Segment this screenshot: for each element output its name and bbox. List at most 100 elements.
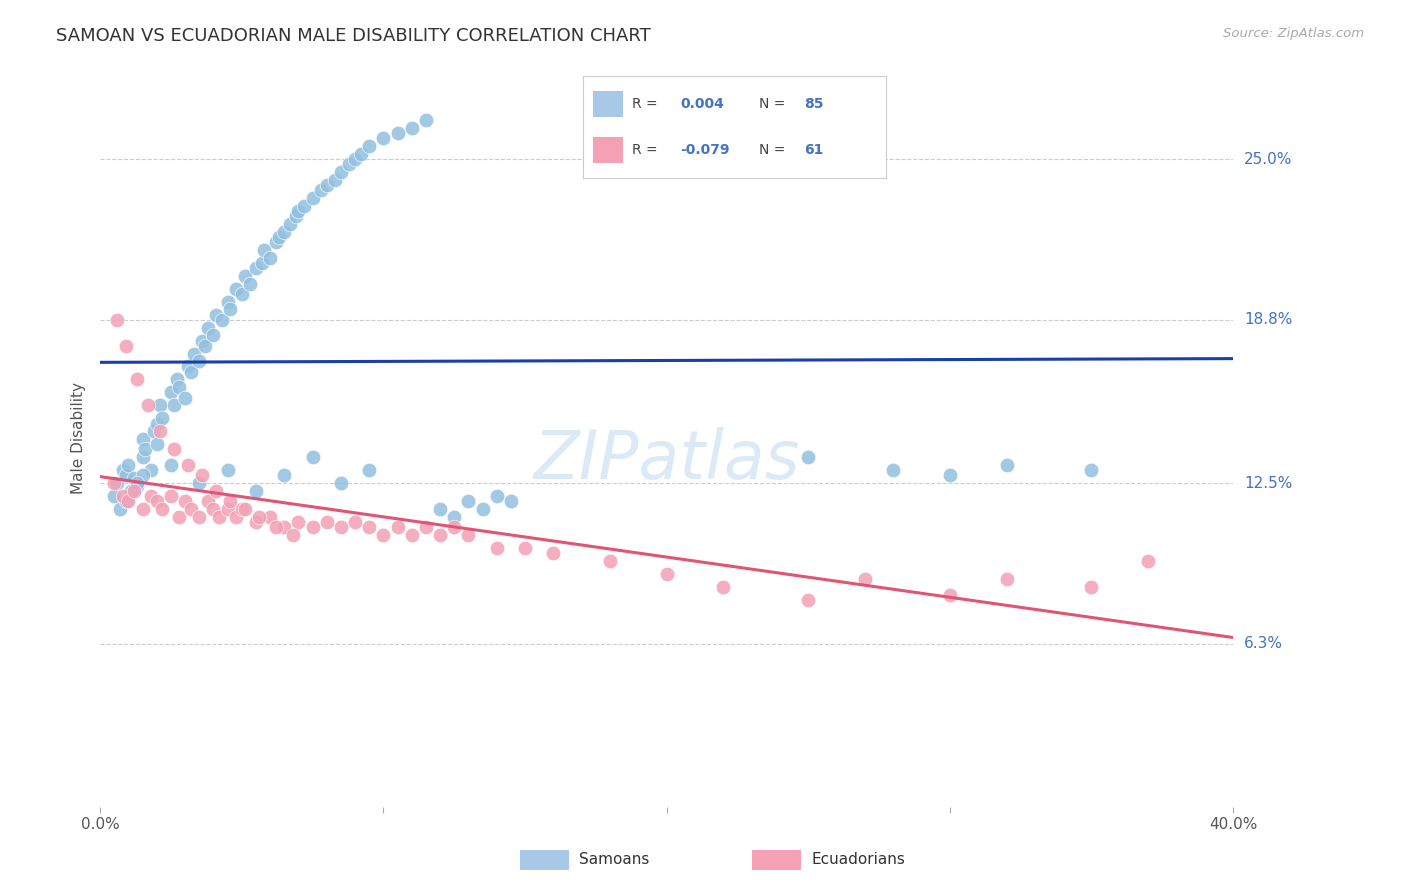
Point [188, 476, 211, 491]
Point [146, 437, 169, 451]
Point [513, 541, 536, 555]
Point [117, 458, 139, 472]
Point [457, 528, 479, 542]
Point [443, 520, 465, 534]
Point [309, 183, 332, 197]
Point [278, 217, 301, 231]
Point [142, 424, 165, 438]
Point [160, 458, 183, 472]
Text: Ecuadorians: Ecuadorians [811, 853, 905, 867]
Point [1080, 463, 1102, 477]
Point [939, 587, 962, 601]
Point [146, 494, 169, 508]
Point [131, 468, 153, 483]
Point [205, 483, 228, 498]
Point [205, 308, 228, 322]
Text: ZIPatlas: ZIPatlas [533, 427, 800, 493]
Point [247, 509, 270, 524]
Point [219, 302, 242, 317]
Point [233, 268, 256, 283]
Point [797, 592, 820, 607]
Point [373, 528, 395, 542]
Point [231, 287, 253, 301]
Point [315, 178, 337, 193]
Point [169, 380, 191, 394]
Point [225, 282, 247, 296]
Point [125, 478, 148, 492]
Point [202, 502, 225, 516]
Point [359, 139, 381, 153]
Point [599, 554, 621, 568]
Point [329, 520, 352, 534]
Point [174, 494, 197, 508]
Point [152, 411, 174, 425]
Point [111, 463, 134, 477]
Bar [592, 137, 623, 163]
Point [166, 372, 188, 386]
Point [259, 251, 281, 265]
Point [471, 502, 494, 516]
Point [160, 385, 183, 400]
Text: 6.3%: 6.3% [1244, 636, 1284, 651]
Point [146, 417, 169, 431]
Point [485, 541, 508, 555]
Point [415, 113, 437, 128]
Point [401, 121, 423, 136]
Point [281, 528, 304, 542]
Text: 12.5%: 12.5% [1244, 475, 1292, 491]
Point [197, 494, 219, 508]
Point [191, 468, 214, 483]
Point [233, 502, 256, 516]
Point [122, 471, 145, 485]
Point [359, 463, 381, 477]
Point [139, 489, 162, 503]
Point [301, 450, 323, 465]
Point [995, 458, 1018, 472]
Point [655, 566, 678, 581]
Point [163, 442, 186, 457]
Point [245, 260, 267, 275]
Point [117, 494, 139, 508]
Point [160, 489, 183, 503]
Point [245, 515, 267, 529]
Point [174, 391, 197, 405]
Point [105, 313, 128, 327]
Text: -0.079: -0.079 [681, 144, 730, 157]
Point [103, 489, 125, 503]
Point [387, 126, 409, 140]
Point [152, 502, 174, 516]
Point [337, 157, 360, 171]
Point [939, 468, 962, 483]
Point [415, 520, 437, 534]
Point [259, 509, 281, 524]
Point [273, 468, 295, 483]
Text: Samoans: Samoans [579, 853, 650, 867]
Point [131, 450, 153, 465]
Point [359, 520, 381, 534]
Point [217, 294, 239, 309]
Point [499, 494, 522, 508]
Point [264, 235, 287, 249]
Point [191, 334, 214, 348]
Point [429, 528, 451, 542]
Point [114, 468, 136, 483]
Text: SAMOAN VS ECUADORIAN MALE DISABILITY CORRELATION CHART: SAMOAN VS ECUADORIAN MALE DISABILITY COR… [56, 27, 651, 45]
Point [114, 494, 136, 508]
Point [329, 165, 352, 179]
Point [344, 515, 367, 529]
Point [120, 483, 142, 498]
Point [323, 173, 346, 187]
Point [273, 225, 295, 239]
Text: 85: 85 [804, 97, 824, 111]
Point [125, 372, 148, 386]
Point [250, 256, 273, 270]
Point [301, 520, 323, 534]
Y-axis label: Male Disability: Male Disability [72, 382, 86, 494]
Text: 25.0%: 25.0% [1244, 152, 1292, 167]
Point [301, 191, 323, 205]
Point [139, 463, 162, 477]
Point [797, 450, 820, 465]
Text: 0.004: 0.004 [681, 97, 724, 111]
Point [114, 339, 136, 353]
Point [429, 502, 451, 516]
